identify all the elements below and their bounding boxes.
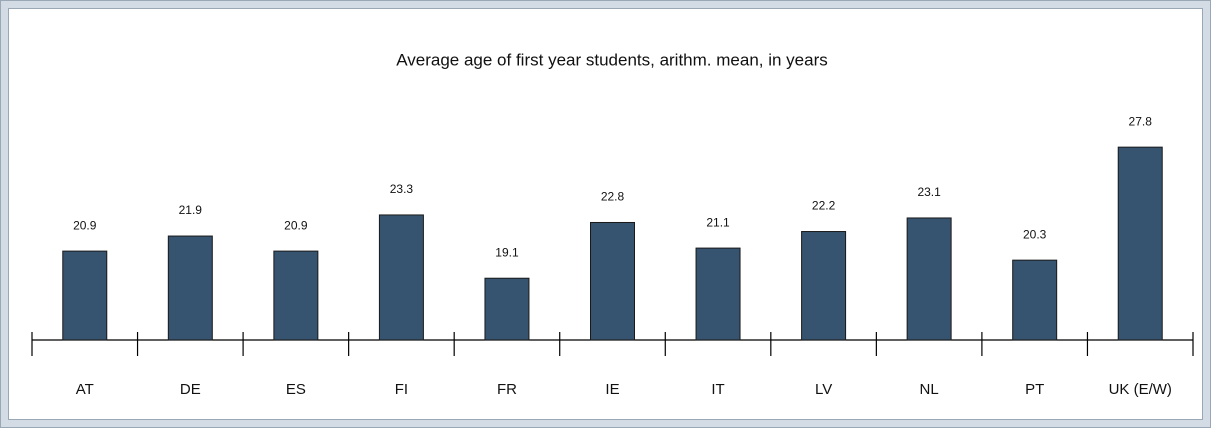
bar <box>273 250 319 341</box>
bar <box>62 250 108 341</box>
value-label: 23.3 <box>390 182 414 196</box>
bar <box>1012 259 1058 341</box>
x-tick-label: DE <box>180 381 201 398</box>
bar <box>695 247 741 341</box>
bar <box>906 217 952 341</box>
x-tick-label: FI <box>395 381 408 398</box>
value-label: 19.1 <box>495 245 519 259</box>
bar <box>590 221 635 341</box>
value-label: 20.9 <box>73 218 97 232</box>
value-label: 20.3 <box>1023 227 1047 241</box>
value-label: 22.8 <box>601 190 625 204</box>
bar <box>484 277 530 341</box>
bar <box>167 235 213 341</box>
x-tick-label: IT <box>711 381 724 398</box>
bar <box>1117 146 1163 341</box>
x-tick-label: ES <box>286 381 306 398</box>
value-label: 21.9 <box>179 203 203 217</box>
bar <box>801 231 847 341</box>
x-tick-label: IE <box>605 381 619 398</box>
value-label: 21.1 <box>706 215 730 229</box>
x-tick-label: PT <box>1025 381 1044 398</box>
value-label: 27.8 <box>1129 114 1153 128</box>
chart-panel <box>8 8 1203 420</box>
x-tick-label: NL <box>920 381 939 398</box>
value-label: 20.9 <box>284 218 308 232</box>
chart-title: Average age of first year students, arit… <box>396 50 828 69</box>
value-label: 23.1 <box>917 185 941 199</box>
bar <box>378 214 424 341</box>
x-tick-label: AT <box>76 381 94 398</box>
value-label: 22.2 <box>812 199 836 213</box>
x-tick-label: FR <box>497 381 517 398</box>
x-tick-label: UK (E/W) <box>1109 381 1172 398</box>
x-tick-label: LV <box>815 381 832 398</box>
